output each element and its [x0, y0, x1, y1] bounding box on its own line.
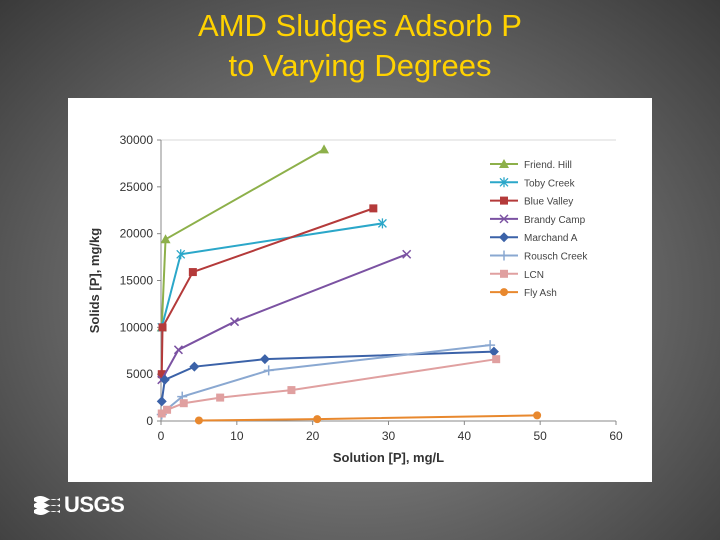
usgs-wave-icon [34, 496, 60, 515]
data-point-fly-ash [533, 411, 542, 420]
slide-title-line-2: to Varying Degrees [228, 48, 492, 83]
legend-label-lcn: LCN [524, 270, 544, 281]
data-point-lcn [216, 393, 225, 402]
usgs-logo-text: USGS [64, 492, 125, 517]
x-axis-label: Solution [P], mg/L [333, 450, 444, 465]
chart-panel: 0 5000 10000 15000 20000 25000 30000 0 10 20 30 40 5… [68, 98, 652, 482]
y-tick-label: 0 [146, 414, 153, 428]
legend-label-rousch-creek: Rousch Creek [524, 252, 588, 263]
y-axis-label: Solids [P], mg/kg [87, 228, 102, 334]
data-point-blue-valley [157, 370, 166, 379]
x-tick-label: 0 [158, 429, 165, 443]
data-point-fly-ash [313, 415, 322, 424]
y-tick-label: 5000 [126, 367, 153, 381]
data-point-blue-valley [188, 268, 197, 277]
data-point-marchand-a [189, 361, 200, 372]
slide-title: AMD Sludges Adsorb P to Varying Degrees [0, 6, 720, 86]
series-line-friend-hill [160, 148, 325, 328]
legend-marker-toby-creek [499, 177, 509, 188]
data-point-lcn [287, 386, 296, 395]
legend-label-friend-hill: Friend. Hill [524, 160, 572, 171]
legend-marker-fly-ash [500, 288, 508, 297]
data-point-brandy-camp [402, 249, 412, 259]
legend-label-marchand-a: Marchand A [524, 233, 578, 244]
legend-marker-rousch-creek [499, 250, 509, 261]
series-line-fly-ash [198, 414, 538, 422]
series-line-marchand-a [160, 350, 494, 402]
series-line-brandy-camp [160, 253, 408, 381]
legend-label-fly-ash: Fly Ash [524, 288, 557, 299]
data-point-rousch-creek [485, 340, 496, 351]
series-line-rousch-creek [160, 344, 491, 416]
legend-marker-lcn [500, 269, 508, 278]
data-point-brandy-camp [173, 345, 183, 355]
y-tick-label: 20000 [120, 227, 154, 241]
slide-title-line-1: AMD Sludges Adsorb P [198, 8, 522, 43]
data-point-rousch-creek [263, 365, 274, 376]
x-tick-label: 30 [382, 429, 396, 443]
legend-label-brandy-camp: Brandy Camp [524, 215, 586, 226]
legend-marker-friend-hill [499, 159, 509, 168]
data-point-marchand-a [156, 396, 167, 407]
data-point-friend-hill [319, 144, 330, 154]
data-point-marchand-a [488, 346, 499, 357]
legend-marker-blue-valley [500, 196, 508, 205]
data-point-brandy-camp [230, 317, 240, 327]
data-point-marchand-a [259, 354, 270, 365]
legend-label-blue-valley: Blue Valley [524, 197, 573, 208]
y-tick-label: 15000 [120, 274, 154, 288]
x-tick-label: 40 [458, 429, 472, 443]
x-tick-label: 50 [533, 429, 547, 443]
data-point-lcn [492, 355, 501, 364]
series-line-lcn [161, 358, 497, 415]
data-point-fly-ash [194, 416, 203, 425]
legend-marker-marchand-a [499, 232, 509, 243]
data-point-friend-hill [160, 234, 171, 244]
x-tick-label: 60 [609, 429, 623, 443]
legend-marker-brandy-camp [499, 214, 509, 224]
y-tick-label: 30000 [120, 133, 154, 147]
data-point-toby-creek [176, 249, 186, 260]
data-point-lcn [163, 405, 172, 414]
usgs-logo: USGS [34, 490, 134, 520]
data-point-toby-creek [377, 218, 387, 229]
legend-label-toby-creek: Toby Creek [524, 178, 576, 189]
data-point-blue-valley [369, 204, 378, 213]
data-point-lcn [157, 409, 166, 418]
series-line-blue-valley [160, 207, 374, 375]
data-point-lcn [179, 399, 188, 408]
x-tick-label: 10 [230, 429, 244, 443]
data-point-marchand-a [159, 374, 170, 385]
y-tick-label: 10000 [120, 320, 154, 334]
y-tick-label: 25000 [120, 180, 154, 194]
x-tick-label: 20 [306, 429, 320, 443]
chart-svg: 0 5000 10000 15000 20000 25000 30000 0 10 20 30 40 5… [87, 133, 623, 465]
data-point-blue-valley [158, 323, 167, 332]
